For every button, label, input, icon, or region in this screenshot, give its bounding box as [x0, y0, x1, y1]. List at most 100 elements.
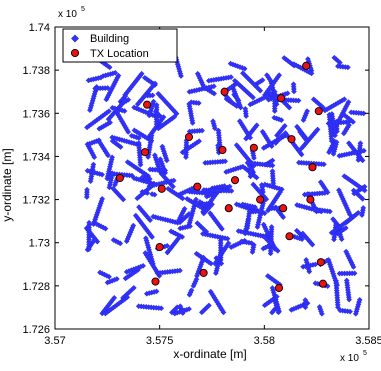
building-point — [343, 277, 350, 284]
building-point — [351, 270, 358, 277]
building-point — [231, 77, 238, 84]
tx-location-point — [218, 145, 227, 155]
building-point — [250, 181, 257, 188]
building-point — [233, 142, 240, 149]
tx-location-point — [277, 94, 286, 103]
tx-location-point — [140, 148, 150, 157]
building-point — [268, 224, 275, 230]
building-point — [337, 307, 344, 314]
building-point — [294, 202, 300, 208]
y-tick-label: 1.728 — [22, 281, 50, 293]
x-tick-label: 3.58 — [254, 335, 275, 347]
building-point — [259, 128, 266, 135]
building-point — [310, 96, 317, 103]
x-tick-label: 3.575 — [146, 335, 174, 347]
building-point — [248, 166, 255, 173]
building-point — [279, 132, 286, 139]
building-point — [316, 304, 323, 310]
building-point — [341, 96, 348, 103]
building-point — [157, 156, 164, 163]
tx-location-point — [155, 242, 164, 252]
building-point — [171, 113, 178, 120]
building-point — [170, 177, 177, 184]
building-point — [227, 60, 234, 67]
building-point — [86, 219, 93, 226]
building-point — [264, 72, 270, 79]
building-point — [276, 72, 283, 79]
building-point — [357, 140, 364, 147]
y-tick-label: 1.732 — [22, 195, 50, 207]
building-point — [142, 235, 149, 242]
building-point — [184, 196, 191, 202]
building-point — [324, 257, 330, 264]
tx-location-point — [285, 232, 294, 241]
y-tick-label: 1.734 — [22, 151, 50, 163]
building-point — [296, 159, 302, 166]
x-multiplier-exponent: 5 — [363, 350, 367, 357]
building-point — [342, 225, 349, 231]
building-point — [222, 158, 229, 165]
building-point — [228, 74, 234, 80]
y-multiplier-base: x 10 — [58, 9, 77, 20]
building-point — [233, 201, 240, 208]
x-tick-label: 3.57 — [44, 335, 65, 347]
building-point — [148, 132, 155, 139]
building-point — [199, 127, 206, 134]
y-multiplier: x 10 5 — [58, 6, 85, 20]
building-point — [201, 187, 207, 193]
building-point — [314, 126, 321, 133]
building-point — [97, 74, 104, 81]
legend-building-marker — [71, 34, 79, 43]
building-point — [91, 236, 98, 243]
building-point — [326, 111, 333, 118]
building-point — [188, 287, 195, 294]
tx-location-point — [308, 163, 317, 172]
building-point — [236, 118, 243, 125]
building-point — [239, 201, 246, 208]
building-point — [297, 129, 303, 135]
tx-location-point — [256, 195, 265, 204]
building-point — [294, 123, 300, 130]
y-tick-label: 1.738 — [22, 65, 50, 77]
building-point — [343, 248, 350, 255]
building-point — [151, 152, 158, 159]
tx-location-point — [316, 258, 325, 267]
building-point — [122, 97, 128, 104]
building-point — [207, 288, 214, 295]
building-point — [269, 168, 276, 175]
tx-location-point — [157, 184, 166, 193]
building-point — [235, 228, 242, 234]
building-point — [215, 127, 222, 134]
building-point — [115, 72, 122, 79]
building-point — [225, 240, 232, 247]
building-point — [132, 212, 139, 219]
tx-location-point — [151, 277, 160, 286]
building-point — [164, 242, 171, 249]
building-point — [200, 254, 207, 261]
plot-frame — [54, 26, 370, 330]
building-point — [153, 288, 160, 295]
building-point — [177, 303, 184, 310]
building-point — [238, 238, 245, 245]
building-point — [335, 63, 341, 70]
building-point — [84, 167, 91, 174]
building-point — [90, 161, 97, 168]
building-point — [99, 196, 106, 202]
building-point — [135, 303, 142, 310]
building-point — [242, 105, 249, 112]
building-point — [210, 118, 216, 125]
building-point — [257, 208, 264, 215]
building-point — [345, 99, 352, 105]
building-point — [330, 216, 336, 223]
building-point — [186, 306, 192, 312]
building-point — [281, 55, 288, 61]
x-axis-ticks: 3.57 3.575 3.58 3.585 — [44, 27, 381, 347]
y-axis-ticks: 1.726 1.728 1.73 1.732 1.734 1.736 1.738 1.74 — [22, 22, 369, 336]
y-tick-label: 1.73 — [29, 238, 50, 250]
building-point — [168, 228, 174, 235]
building-point — [109, 134, 116, 141]
building-point — [112, 69, 119, 76]
x-tick-label: 3.585 — [355, 335, 381, 347]
building-point — [302, 297, 309, 303]
